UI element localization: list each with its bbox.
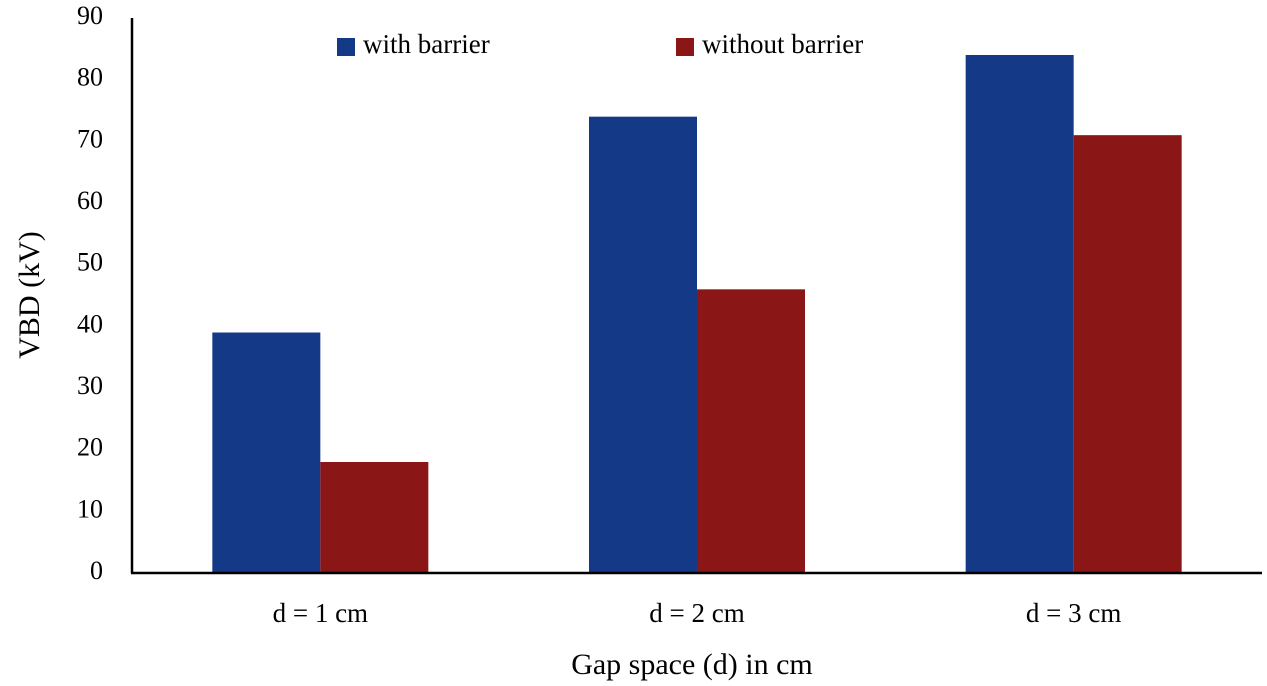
bar-without-barrier-3 <box>1073 135 1182 573</box>
y-tick-label: 10 <box>77 494 103 523</box>
y-tick-label: 70 <box>77 124 103 153</box>
x-axis-title: Gap space (d) in cm <box>571 648 813 681</box>
y-axis-title: VBD (kV) <box>13 231 46 359</box>
bars-group <box>212 55 1182 574</box>
bar-with-barrier-2 <box>589 116 697 574</box>
y-tick-label: 0 <box>90 556 103 585</box>
legend: with barrier without barrier <box>337 29 863 59</box>
bar-with-barrier-1 <box>212 332 321 573</box>
bar-without-barrier-1 <box>320 462 429 573</box>
x-category-labels-group: d = 1 cm d = 2 cm d = 3 cm <box>273 598 1122 628</box>
y-tick-label: 30 <box>77 371 103 400</box>
legend-label: without barrier <box>702 29 863 59</box>
bar-without-barrier-2 <box>697 289 805 573</box>
bar-with-barrier-3 <box>965 55 1074 573</box>
y-tick-label: 60 <box>77 186 103 215</box>
legend-swatch <box>676 38 694 56</box>
x-category-label: d = 3 cm <box>1026 598 1121 628</box>
y-tick-label: 90 <box>77 1 103 30</box>
legend-swatch <box>337 38 355 56</box>
x-category-label: d = 1 cm <box>273 598 368 628</box>
axes-group <box>130 18 1262 575</box>
legend-label: with barrier <box>363 29 490 59</box>
y-tick-label: 20 <box>77 433 103 462</box>
y-tick-label: 40 <box>77 309 103 338</box>
y-tick-label: 80 <box>77 63 103 92</box>
y-ticks-group: 0 10 20 30 40 50 60 70 80 90 <box>77 1 103 585</box>
y-tick-label: 50 <box>77 248 103 277</box>
x-category-label: d = 2 cm <box>649 598 744 628</box>
